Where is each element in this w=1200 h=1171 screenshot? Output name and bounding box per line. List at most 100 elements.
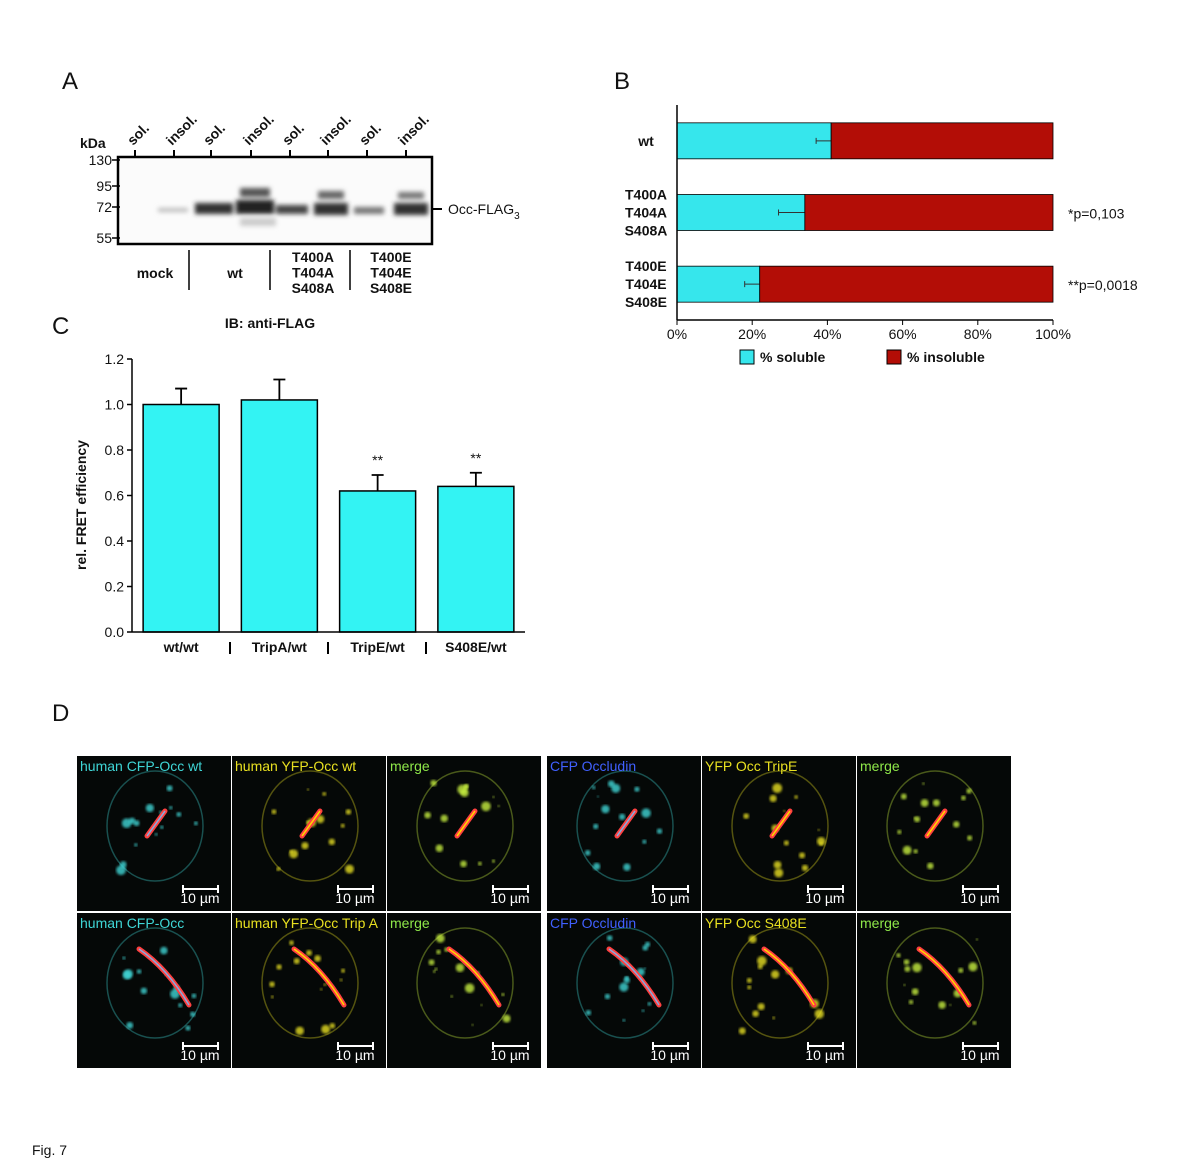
category-label: TripA/wt xyxy=(252,639,308,655)
vesicle xyxy=(949,1003,952,1006)
panel-label: B xyxy=(614,68,630,95)
scale-bar xyxy=(492,1042,529,1050)
vesicle xyxy=(460,860,467,868)
bar-segment xyxy=(759,265,1054,303)
vesicle xyxy=(801,864,809,872)
cell-signal xyxy=(106,770,204,882)
vesicle xyxy=(772,1016,776,1020)
fret-region-core xyxy=(448,948,500,1006)
vesicle xyxy=(783,840,789,846)
vesicle xyxy=(967,835,973,841)
vesicle xyxy=(622,1018,626,1022)
vesicle xyxy=(922,782,925,785)
micrograph xyxy=(702,756,856,911)
vesicle xyxy=(321,1024,331,1034)
vesicle xyxy=(271,809,277,815)
x-tick-label: 80% xyxy=(964,326,992,342)
vesicle xyxy=(896,953,901,958)
vesicle xyxy=(644,941,651,947)
cell-outline xyxy=(261,927,359,1039)
bar xyxy=(338,490,417,633)
lane-label: insol. xyxy=(163,111,200,148)
bar xyxy=(437,485,515,633)
cell-outline xyxy=(886,770,984,882)
scale-bar-label: 10 µm xyxy=(650,1047,689,1063)
annotation: ** xyxy=(470,450,481,466)
vesicle xyxy=(584,850,591,856)
vesicle xyxy=(641,808,651,818)
group-label: mock xyxy=(137,265,174,281)
category-label: T400A xyxy=(625,187,667,203)
vesicle xyxy=(430,779,437,787)
group-dividers xyxy=(188,250,351,290)
vesicle xyxy=(178,1003,183,1008)
lane-label: sol. xyxy=(200,120,228,148)
vesicle xyxy=(912,962,922,973)
category-label: T404A xyxy=(625,205,667,221)
vesicle xyxy=(642,839,647,844)
vesicle xyxy=(166,785,173,792)
vesicle xyxy=(424,811,431,819)
vesicle xyxy=(593,823,599,830)
vesicle xyxy=(345,864,354,874)
fret-region-core xyxy=(763,948,815,1006)
vesicle xyxy=(293,957,300,965)
vesicle xyxy=(903,983,906,987)
y-tick-label: 0.2 xyxy=(105,579,125,595)
vesicle xyxy=(306,949,312,956)
vesicle xyxy=(968,962,978,972)
micrograph xyxy=(232,913,386,1068)
micrograph-label: merge xyxy=(390,915,430,931)
vesicle xyxy=(817,828,820,832)
vesicle xyxy=(913,816,916,820)
vesicle xyxy=(585,1009,592,1016)
scale-bar xyxy=(807,1042,844,1050)
category-label: S408A xyxy=(625,223,668,239)
vesicle xyxy=(169,805,173,810)
scale-bar-label: 10 µm xyxy=(335,890,374,906)
vesicle xyxy=(136,969,142,974)
vesicle xyxy=(432,970,436,973)
vesicle xyxy=(134,843,138,847)
cell-signal xyxy=(416,927,514,1039)
vesicle xyxy=(434,967,438,971)
category-label: S408E/wt xyxy=(445,639,507,655)
vesicle xyxy=(314,955,321,962)
vesicle xyxy=(938,1001,946,1009)
vesicle xyxy=(903,959,910,965)
vesicle xyxy=(757,956,767,966)
fret-region-core xyxy=(138,948,190,1006)
vesicle xyxy=(502,1014,511,1023)
panel-label: C xyxy=(52,313,69,340)
vesicle xyxy=(269,981,275,988)
scale-bar xyxy=(492,885,529,893)
vesicle xyxy=(770,970,780,979)
vesicle xyxy=(623,863,631,871)
vesicle xyxy=(816,837,826,846)
vesicle xyxy=(743,813,750,819)
vesicle xyxy=(339,978,343,982)
vesicle xyxy=(436,933,445,943)
unit-label: kDa xyxy=(80,135,106,151)
vesicle xyxy=(619,982,629,992)
micrograph xyxy=(547,756,701,911)
marker-label: 72 xyxy=(96,199,112,215)
vesicle xyxy=(450,995,454,998)
vesicle xyxy=(656,828,663,834)
vesicle xyxy=(746,977,752,984)
cell-signal xyxy=(886,927,984,1039)
lane-label: sol. xyxy=(124,120,152,148)
vesicle xyxy=(911,988,919,996)
vesicle xyxy=(193,821,198,826)
cell-signal xyxy=(576,770,674,882)
cell-signal xyxy=(416,770,514,882)
vesicle xyxy=(606,935,613,941)
vesicle xyxy=(897,829,902,835)
panel-label: A xyxy=(62,68,78,95)
scale-bar xyxy=(337,885,374,893)
scale-bar-label: 10 µm xyxy=(650,890,689,906)
legend-label: % insoluble xyxy=(907,349,985,365)
scale-bar-label: 10 µm xyxy=(180,890,219,906)
legend-swatch xyxy=(739,349,755,365)
